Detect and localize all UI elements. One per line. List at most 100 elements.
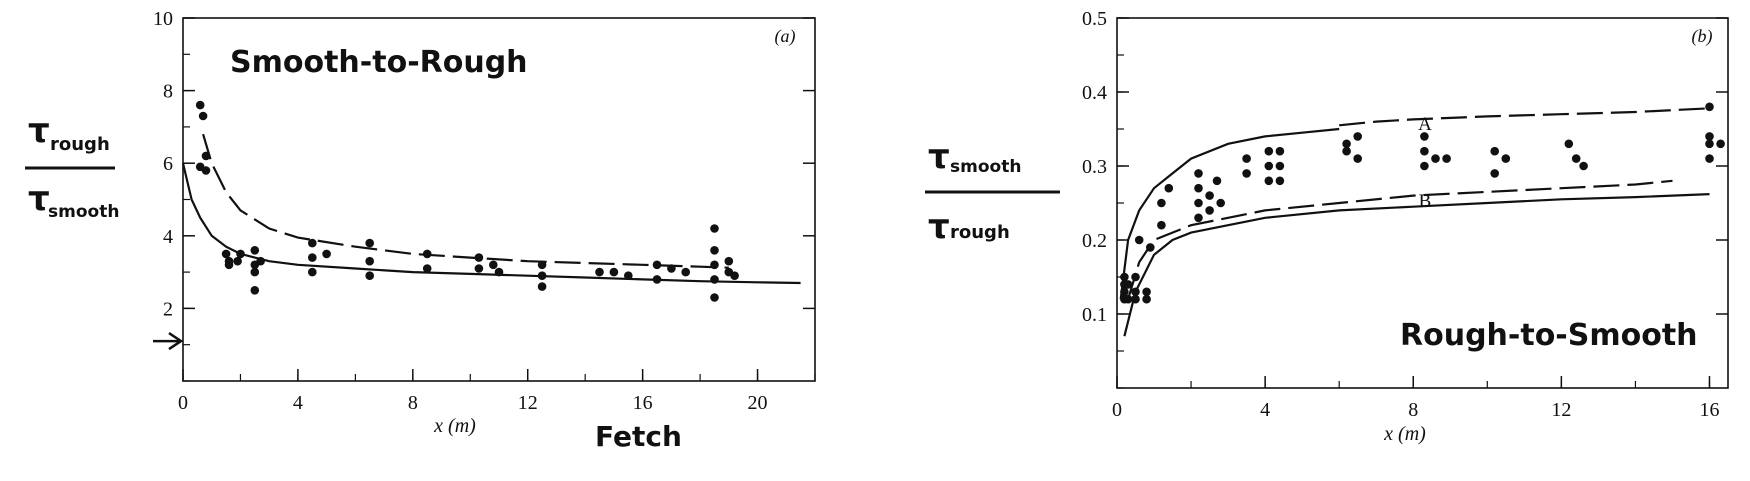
chart-a: (a) Smooth-to-Rough τ rough τ smooth x (… xyxy=(25,8,816,453)
chart-a-data-point xyxy=(233,256,242,266)
chart-b-data-point xyxy=(1264,176,1274,186)
chart-a-ytick-label: 2 xyxy=(163,298,173,320)
chart-a-data-point xyxy=(681,267,690,277)
chart-a-xtick-label: 8 xyxy=(408,392,418,414)
chart-a-series-line-solid xyxy=(181,162,801,285)
chart-b-data-point xyxy=(1431,154,1440,163)
chart-a-series-line-dashed xyxy=(202,133,729,269)
chart-a-ylabel-num: τ xyxy=(28,111,50,151)
chart-b-series-line-dashed xyxy=(1127,179,1673,300)
chart-b-ylabel: τ smooth τ rough xyxy=(925,137,1060,247)
chart-b-data-point xyxy=(1194,183,1203,193)
chart-a-data-point xyxy=(652,275,662,284)
chart-b-data-point xyxy=(1157,198,1166,208)
chart-a-data-point xyxy=(474,264,484,273)
chart-b-data-point xyxy=(1242,154,1251,163)
chart-a-data-point xyxy=(710,293,719,302)
chart-a-data-point xyxy=(489,260,498,270)
chart-b-data-point xyxy=(1194,198,1203,208)
chart-b-xtick-label: 4 xyxy=(1260,399,1270,421)
chart-a-data-point xyxy=(236,249,245,259)
chart-b-data-point xyxy=(1275,146,1285,156)
chart-a-data-point xyxy=(422,249,432,259)
chart-a-arrow xyxy=(153,332,184,351)
chart-b-data-point xyxy=(1194,213,1203,223)
chart-a-data-point xyxy=(250,286,260,295)
chart-a-ylabel: τ rough τ smooth xyxy=(25,111,119,222)
chart-a-data-point xyxy=(624,271,633,281)
chart-b-data-point xyxy=(1131,294,1140,304)
chart-b-data-point xyxy=(1212,176,1222,186)
chart-a-xtick-label: 16 xyxy=(633,392,653,414)
chart-b-data-point xyxy=(1264,161,1274,171)
chart-a-ylabel-den: τ xyxy=(28,179,50,219)
chart-a-data-point xyxy=(710,224,719,233)
chart-a-data-point xyxy=(322,249,331,259)
chart-a-arrow-head xyxy=(168,332,184,351)
chart-a-ytick-label: 4 xyxy=(163,226,173,248)
chart-b-xtick-label: 12 xyxy=(1551,399,1571,421)
chart-b-data-point xyxy=(1353,132,1362,141)
chart-a-data-point xyxy=(537,282,547,291)
chart-b-ytick-label: 0.4 xyxy=(1082,82,1107,104)
chart-a-data-point xyxy=(710,275,719,284)
chart-b-data-point xyxy=(1579,161,1588,171)
chart-b-data-point xyxy=(1705,102,1714,112)
chart-b-series-line-solid xyxy=(1123,193,1710,337)
chart-a-data-point xyxy=(250,267,260,277)
chart-b-series-line-solid xyxy=(1119,127,1340,300)
chart-b-xlabel: x (m) xyxy=(1383,423,1426,445)
chart-b-panel-label: (b) xyxy=(1692,26,1713,47)
chart-b-data-point xyxy=(1242,169,1251,178)
chart-a-data-point xyxy=(250,246,260,255)
chart-b-ytick-label: 0.1 xyxy=(1082,304,1107,326)
chart-a-data-point xyxy=(710,260,719,270)
chart-b-data-point xyxy=(1571,154,1581,163)
chart-b-data-point xyxy=(1490,169,1499,178)
chart-b-series-line-dashed xyxy=(1339,107,1710,127)
chart-b-data-point xyxy=(1142,287,1151,297)
chart-b-data-point xyxy=(1120,287,1129,297)
chart-a-ylabel-den-sub: smooth xyxy=(48,202,119,222)
chart-a-data-point xyxy=(494,267,504,277)
chart-b-ytick-label: 0.3 xyxy=(1082,156,1107,178)
chart-b-ytick-label: 0.2 xyxy=(1082,230,1107,252)
chart-b-data-point xyxy=(1131,272,1140,282)
chart-a-xtick-label: 12 xyxy=(518,392,538,414)
chart-b-points xyxy=(1120,102,1725,304)
chart-b-xtick-label: 8 xyxy=(1408,399,1418,421)
chart-a-ytick-label: 10 xyxy=(153,8,173,30)
chart-b-data-point xyxy=(1194,169,1203,178)
chart-a-data-point xyxy=(724,256,734,266)
chart-b-data-point xyxy=(1146,243,1155,252)
chart-b-data-point xyxy=(1264,146,1274,156)
chart-b-data-point xyxy=(1490,146,1499,156)
chart-b-ylabel-num: τ xyxy=(928,137,950,177)
chart-a-ylabel-num-sub: rough xyxy=(50,134,110,155)
chart-a-data-point xyxy=(537,260,547,270)
chart-a-data-point xyxy=(224,260,234,270)
chart-a-data-point xyxy=(221,249,231,259)
chart-b-data-point xyxy=(1564,139,1574,149)
chart-b-data-point xyxy=(1205,191,1214,200)
chart-a-xtick-label: 20 xyxy=(748,392,768,414)
chart-a-data-point xyxy=(195,162,205,172)
chart-a-data-point xyxy=(537,271,547,281)
chart-b-data-point xyxy=(1275,161,1285,171)
chart-b-annotation: Rough-to-Smooth xyxy=(1400,318,1698,353)
chart-b-xtick-label: 0 xyxy=(1112,399,1122,421)
chart-a-data-point xyxy=(652,260,662,270)
chart-b-ylabel-num-sub: smooth xyxy=(950,157,1021,177)
chart-b-data-point xyxy=(1342,139,1351,149)
chart-b-data-point xyxy=(1420,146,1429,156)
chart-a-data-point xyxy=(710,246,719,255)
chart-b-ylabel-den: τ xyxy=(928,207,950,247)
chart-a-ytick-label: 6 xyxy=(163,153,173,175)
chart-a-panel-label: (a) xyxy=(775,26,796,47)
chart-a-data-point xyxy=(256,256,265,266)
chart-b-data-point xyxy=(1205,206,1214,215)
chart-a-annotation: Smooth-to-Rough xyxy=(230,45,528,80)
chart-a-lines xyxy=(181,133,801,285)
chart-b-data-point xyxy=(1275,176,1285,186)
